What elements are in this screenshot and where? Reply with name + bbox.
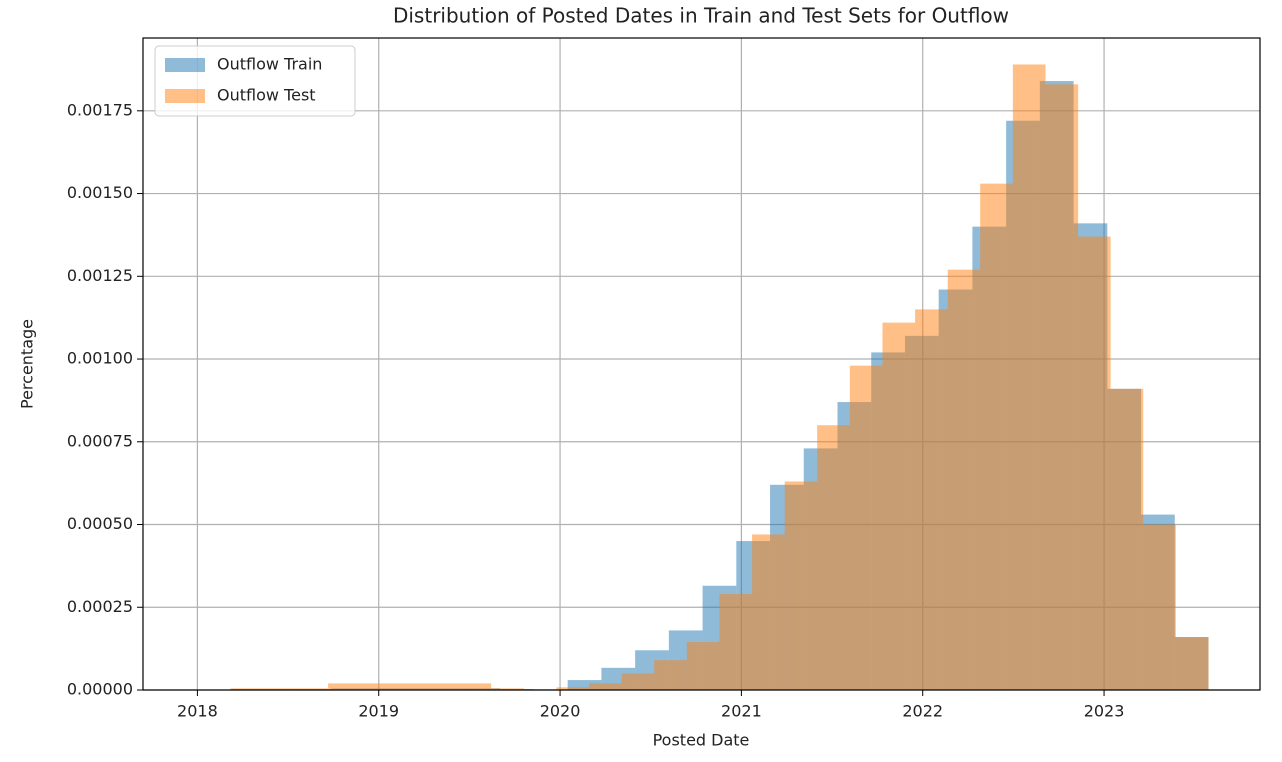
- bar: [915, 309, 948, 690]
- bar: [621, 673, 655, 690]
- bar: [328, 683, 361, 690]
- bar: [686, 642, 720, 690]
- bar: [230, 688, 264, 690]
- x-tick-label: 2018: [177, 702, 218, 721]
- x-tick-label: 2023: [1084, 702, 1125, 721]
- legend-swatch: [165, 58, 205, 72]
- bar: [654, 660, 687, 690]
- bar: [947, 269, 981, 690]
- bar: [1110, 388, 1144, 690]
- bar: [1045, 84, 1079, 690]
- bar: [295, 688, 329, 690]
- bar: [1012, 64, 1046, 690]
- y-tick-label: 0.00100: [67, 349, 133, 368]
- bar: [567, 680, 602, 690]
- y-axis-label: Percentage: [18, 319, 37, 409]
- y-tick-label: 0.00000: [67, 680, 133, 699]
- legend-label: Outflow Train: [217, 55, 322, 74]
- bar: [263, 688, 296, 690]
- bar: [784, 481, 818, 690]
- bar: [1175, 637, 1209, 690]
- bar: [719, 594, 753, 690]
- bar: [882, 322, 916, 690]
- bar: [980, 183, 1013, 690]
- y-tick-label: 0.00075: [67, 431, 133, 450]
- bar: [458, 683, 492, 690]
- legend-label: Outflow Test: [217, 86, 316, 105]
- bar: [1143, 524, 1176, 690]
- x-tick-label: 2021: [721, 702, 762, 721]
- bar: [491, 688, 524, 690]
- x-axis-label: Posted Date: [653, 731, 750, 750]
- y-tick-label: 0.00175: [67, 100, 133, 119]
- x-tick-label: 2019: [358, 702, 399, 721]
- bar: [1078, 236, 1111, 690]
- bar: [817, 425, 850, 690]
- bar: [752, 534, 785, 690]
- chart-title: Distribution of Posted Dates in Train an…: [393, 4, 1009, 28]
- y-tick-label: 0.00025: [67, 597, 133, 616]
- y-tick-label: 0.00050: [67, 514, 133, 533]
- bar: [556, 687, 590, 690]
- bar: [393, 683, 427, 690]
- bar: [360, 683, 394, 690]
- bar: [589, 683, 622, 690]
- bar: [849, 365, 883, 690]
- y-tick-label: 0.00150: [67, 183, 133, 202]
- legend-swatch: [165, 89, 205, 103]
- x-tick-label: 2022: [902, 702, 943, 721]
- plot-frame: [142, 37, 1261, 691]
- x-tick-label: 2020: [540, 702, 581, 721]
- bar: [426, 683, 459, 690]
- y-tick-label: 0.00125: [67, 266, 133, 285]
